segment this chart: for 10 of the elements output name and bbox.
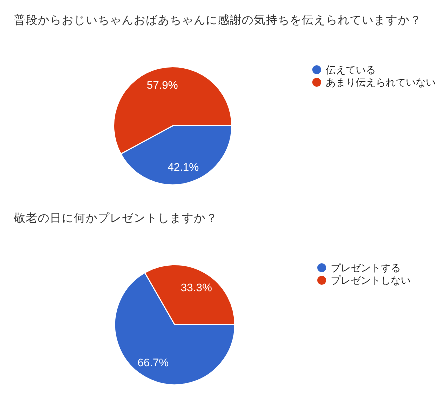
legend-label: あまり伝えられていない [326, 78, 435, 89]
chart-title: 普段からおじいちゃんおばあちゃんに感謝の気持ちを伝えられていますか？ [14, 13, 422, 27]
chart-title: 敬老の日に何かプレゼントしますか？ [14, 211, 218, 225]
data-label: 66.7% [138, 357, 170, 370]
legend-label: 伝えている [326, 66, 376, 76]
legend-label: プレゼントしない [331, 275, 411, 287]
data-label: 57.9% [146, 80, 178, 92]
legend-label: プレゼントする [331, 262, 401, 274]
data-label: 33.3% [181, 282, 212, 295]
data-label: 42.1% [168, 162, 200, 174]
